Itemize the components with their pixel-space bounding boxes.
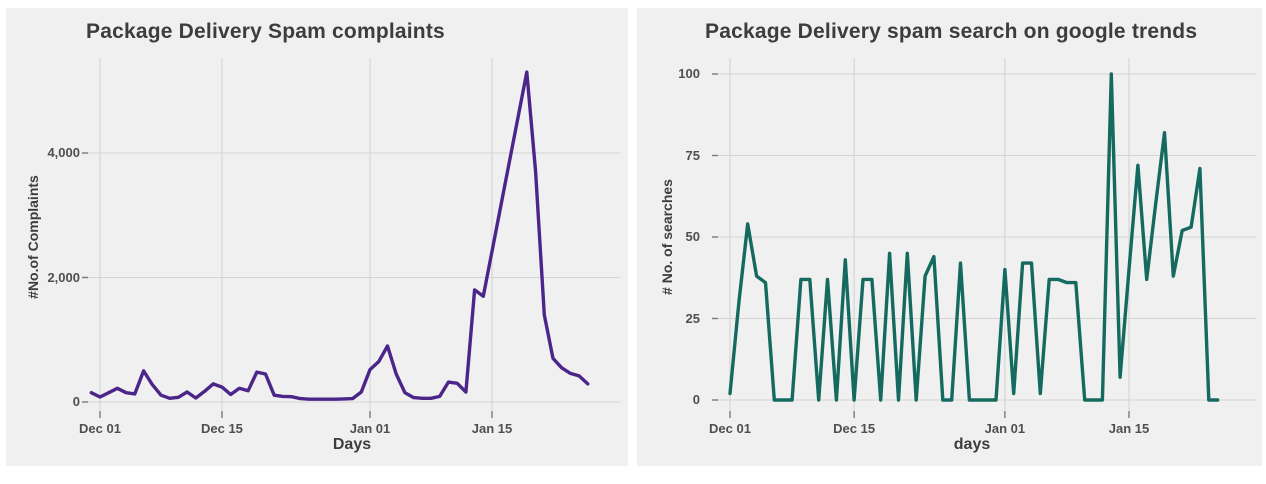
y-tick-label: 25 bbox=[685, 310, 700, 326]
y-tick-label: 50 bbox=[685, 229, 700, 244]
x-tick-label: Dec 01 bbox=[709, 421, 751, 436]
x-tick-label: Jan 15 bbox=[1108, 421, 1150, 436]
x-tick-label: Dec 01 bbox=[79, 421, 121, 436]
chart-complaints bbox=[82, 58, 620, 418]
y-tick-label: 100 bbox=[678, 66, 700, 81]
x-tick-label: Jan 01 bbox=[984, 421, 1026, 436]
x-axis-label-trends: days bbox=[953, 436, 991, 453]
series-line-complaints bbox=[89, 70, 590, 401]
chart-title-trends: Package Delivery spam search on google t… bbox=[705, 20, 1198, 43]
x-axis-label-complaints: Days bbox=[332, 436, 372, 453]
y-tick-label: 0 bbox=[72, 394, 80, 409]
series-line-google-trends bbox=[728, 72, 1220, 402]
chart-title-complaints: Package Delivery Spam complaints bbox=[86, 20, 445, 43]
y-tick-label: 4,000 bbox=[47, 145, 80, 160]
x-tick-label: Dec 15 bbox=[833, 421, 876, 436]
y-tick-label: 2,000 bbox=[47, 269, 80, 285]
x-tick-label: Jan 15 bbox=[471, 421, 513, 436]
y-tick-label: 0 bbox=[692, 392, 700, 407]
chart-google-trends bbox=[712, 58, 1256, 418]
x-tick-label: Dec 15 bbox=[200, 421, 243, 436]
x-tick-label: Jan 01 bbox=[349, 421, 391, 436]
y-tick-label: 75 bbox=[685, 147, 700, 163]
y-axis-label-complaints: #No.of Complaints bbox=[25, 175, 41, 299]
